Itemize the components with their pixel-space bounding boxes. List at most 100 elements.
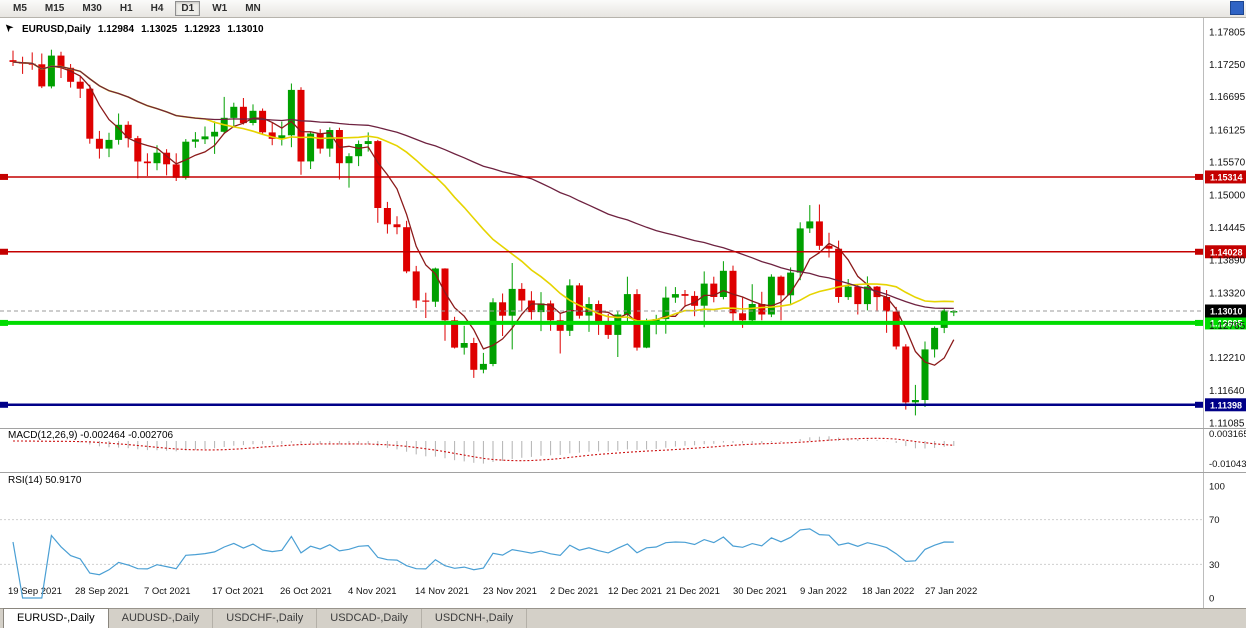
bull-candle — [326, 130, 334, 149]
level-endpoint[interactable] — [0, 248, 8, 255]
bear-candle — [556, 320, 564, 331]
bull-candle — [748, 304, 756, 321]
timeframe-mn[interactable]: MN — [245, 3, 261, 14]
tab-usdcad[interactable]: USDCAD-,Daily — [317, 609, 422, 628]
tab-usdchf[interactable]: USDCHF-,Daily — [213, 609, 318, 628]
bull-candle — [153, 152, 161, 164]
bear-candle — [883, 297, 891, 312]
price-chart[interactable]: 1.15314 1.14028 1.12805 1.11398 1.13010 1.178… — [0, 18, 1246, 608]
bull-candle — [47, 55, 55, 87]
bear-candle — [902, 346, 910, 403]
bull-candle — [719, 270, 727, 297]
bear-candle — [441, 268, 449, 321]
tab-audusd[interactable]: AUDUSD-,Daily — [109, 609, 214, 628]
date-label: 17 Oct 2021 — [212, 586, 264, 597]
bull-candle — [566, 285, 574, 331]
bear-candle — [835, 248, 843, 297]
chart-title: EURUSD,Daily 1.12984 1.13025 1.12923 1.1… — [22, 24, 264, 35]
date-label: 14 Nov 2021 — [415, 586, 469, 597]
date-label: 26 Oct 2021 — [280, 586, 332, 597]
rsi-axis-label: 100 — [1209, 482, 1225, 493]
level-endpoint[interactable] — [0, 401, 8, 408]
level-endpoint[interactable] — [1195, 401, 1203, 408]
bear-candle — [547, 303, 555, 321]
symbol-label: EURUSD,Daily — [22, 24, 91, 35]
date-label: 12 Dec 2021 — [608, 586, 662, 597]
bull-candle — [115, 124, 123, 140]
price-axis-label: 1.15570 — [1209, 158, 1246, 169]
ma-line-55 — [12, 61, 954, 310]
bull-candle — [105, 139, 113, 149]
ohlc-high: 1.13025 — [141, 24, 178, 35]
bull-candle — [278, 135, 286, 139]
bear-candle — [527, 300, 535, 313]
tab-usdcnh[interactable]: USDCNH-,Daily — [422, 609, 528, 628]
bear-candle — [95, 138, 103, 149]
price-badge — [1205, 316, 1246, 330]
price-badge — [1205, 170, 1246, 184]
price-axis-label: 1.13890 — [1209, 255, 1246, 266]
price-axis-label: 1.11085 — [1209, 419, 1245, 430]
bull-candle — [489, 302, 497, 364]
timeframe-m15[interactable]: M15 — [44, 3, 65, 14]
bear-candle — [691, 295, 699, 306]
timeframe-d1[interactable]: D1 — [175, 1, 201, 16]
bull-candle — [479, 363, 487, 370]
bull-candle — [623, 294, 631, 315]
bull-candle — [796, 228, 804, 273]
date-label: 7 Oct 2021 — [144, 586, 190, 597]
bull-candle — [863, 286, 871, 305]
chart-area[interactable]: 1.15314 1.14028 1.12805 1.11398 1.13010 1.178… — [0, 18, 1246, 608]
timeframe-m30[interactable]: M30 — [82, 3, 102, 14]
bear-candle — [470, 343, 478, 370]
price-badge-label: 1.11398 — [1210, 400, 1242, 410]
date-label: 19 Sep 2021 — [8, 586, 62, 597]
macd-axis-label: 0.003165 — [1209, 429, 1246, 440]
bull-candle — [508, 288, 516, 316]
level-endpoint[interactable] — [1195, 248, 1203, 255]
tab-eurusd[interactable]: EURUSD-,Daily — [3, 608, 109, 628]
timeframe-h1[interactable]: H1 — [119, 3, 133, 14]
level-endpoint[interactable] — [0, 173, 8, 180]
ohlc-open: 1.12984 — [97, 24, 135, 35]
bear-candle — [172, 164, 180, 178]
ohlc-low: 1.12923 — [184, 24, 221, 35]
bear-candle — [758, 304, 766, 315]
rsi-line — [12, 528, 954, 599]
level-endpoint[interactable] — [1195, 319, 1203, 326]
price-badge-label: 1.14028 — [1210, 247, 1243, 257]
bull-candle — [201, 136, 209, 140]
price-axis-label: 1.12210 — [1209, 353, 1246, 364]
date-label: 18 Jan 2022 — [862, 586, 914, 597]
timeframe-w1[interactable]: W1 — [212, 3, 228, 14]
bear-candle — [499, 302, 507, 316]
level-endpoint[interactable] — [0, 319, 8, 326]
bear-candle — [892, 311, 900, 347]
price-axis-label: 1.14445 — [1209, 223, 1246, 234]
bull-candle — [643, 323, 651, 348]
timeframe-m5[interactable]: M5 — [13, 3, 27, 14]
macd-pane — [13, 436, 955, 464]
candles-layer — [9, 49, 958, 416]
price-axis-label: 1.16695 — [1209, 92, 1246, 103]
level-endpoint[interactable] — [1195, 173, 1203, 180]
bear-candle — [374, 141, 382, 208]
bear-candle — [86, 88, 94, 139]
date-label: 30 Dec 2021 — [733, 586, 787, 597]
bear-candle — [76, 81, 84, 89]
bear-candle — [854, 286, 862, 305]
corner-blue-icon[interactable] — [1230, 1, 1244, 15]
bull-candle — [460, 343, 468, 348]
price-axis-label: 1.12765 — [1209, 321, 1246, 332]
bull-candle — [767, 276, 775, 315]
bear-candle — [124, 124, 132, 139]
timeframe-h4[interactable]: H4 — [150, 3, 164, 14]
price-axis-label: 1.16125 — [1209, 125, 1246, 136]
bear-candle — [451, 320, 459, 348]
bear-candle — [134, 138, 142, 162]
bear-candle — [57, 55, 65, 68]
ma-line-21 — [12, 61, 954, 322]
bull-candle — [537, 303, 545, 313]
price-axis-label: 1.17250 — [1209, 60, 1246, 71]
rsi-axis-label: 70 — [1209, 515, 1220, 526]
